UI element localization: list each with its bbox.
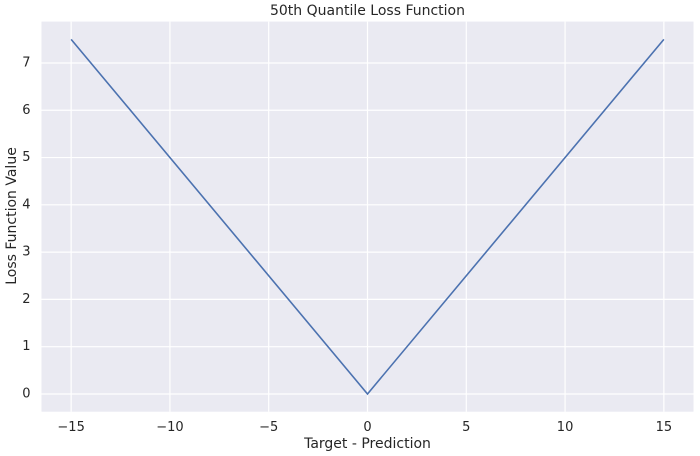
y-tick-label: 7 bbox=[22, 55, 30, 70]
y-tick-label: 2 bbox=[22, 292, 30, 307]
x-tick-label: 10 bbox=[557, 420, 574, 435]
line bbox=[70, 38, 665, 396]
x-tick-label: 15 bbox=[656, 420, 673, 435]
x-tick-label: −10 bbox=[156, 420, 183, 435]
y-tick-label: 0 bbox=[22, 386, 30, 401]
x-tick-label: 0 bbox=[363, 420, 371, 435]
y-tick-label: 5 bbox=[22, 150, 30, 165]
y-tick-label: 1 bbox=[22, 339, 30, 354]
y-tick-label: 4 bbox=[22, 197, 30, 212]
chart-title: 50th Quantile Loss Function bbox=[270, 3, 465, 19]
x-tick-label: 5 bbox=[462, 420, 470, 435]
y-tick-label: 6 bbox=[22, 103, 30, 118]
y-axis-label: Loss Function Value bbox=[4, 147, 20, 285]
x-tick-label: −15 bbox=[57, 420, 84, 435]
x-axis-label: Target - Prediction bbox=[303, 436, 431, 452]
y-tick-label: 3 bbox=[22, 245, 30, 260]
x-tick-label: −5 bbox=[259, 420, 278, 435]
